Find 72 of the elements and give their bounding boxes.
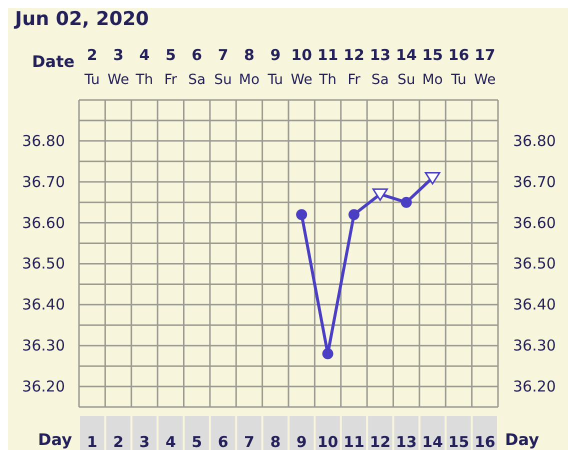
y2-tick-label: 36.80: [513, 132, 556, 150]
x2-tick-label: 4: [139, 46, 150, 64]
x2-tick-label: 6: [192, 46, 202, 64]
y-tick-label: 36.50: [22, 254, 65, 273]
text: Sa: [371, 72, 389, 88]
x2-tick-label: 15: [422, 46, 443, 64]
x-tick-label: 11: [344, 433, 364, 450]
x-tick-label: 5: [192, 433, 202, 450]
text: Th: [318, 72, 336, 88]
text: Th: [134, 72, 154, 88]
x-tick-label: 12: [370, 433, 391, 450]
text: Sa: [188, 72, 206, 88]
x2-tick-label: 3: [113, 46, 124, 64]
x-tick-label: 10: [317, 433, 338, 450]
text: Fr: [348, 72, 361, 88]
x2-tick-label: 8: [244, 46, 254, 64]
text: Tu: [450, 72, 466, 88]
y-tick-label: 36.20: [22, 378, 65, 396]
text: We: [474, 72, 496, 88]
x-tick-label: 16: [474, 433, 496, 450]
text: Day: [505, 430, 540, 449]
text: Tu: [83, 72, 100, 88]
chart-title: Jun 02, 2020: [15, 8, 149, 30]
y-tick-label: 36.80: [22, 132, 65, 150]
y2-tick-label: 36.70: [513, 172, 556, 191]
x2-tick-label: 17: [474, 46, 496, 64]
x2-tick-label: 11: [317, 46, 338, 64]
x-tick-label: 1: [86, 433, 98, 450]
text: Su: [214, 72, 232, 88]
x2-tick-label: 16: [448, 46, 470, 64]
y2-tick-label: 36.60: [513, 214, 556, 232]
x-tick-label: 6: [218, 433, 228, 450]
x-tick-label: 4: [165, 433, 176, 450]
x-tick-label: 3: [139, 433, 150, 450]
point: [400, 196, 412, 208]
text: Mo: [238, 72, 260, 88]
x-axis-title: Day: [38, 430, 72, 449]
y-tick-label: 36.70: [22, 172, 65, 191]
text: Fr: [164, 72, 178, 88]
y-tick-label: 36.40: [22, 296, 65, 314]
point: [296, 209, 308, 220]
x2-tick-label: 9: [270, 46, 281, 64]
x-tick-label: 7: [244, 433, 254, 450]
y-tick-label: 36.30: [22, 336, 65, 355]
x2-tick-label: 2: [86, 46, 98, 64]
y2-tick-label: 36.50: [513, 254, 556, 273]
x2-tick-label: 7: [218, 46, 228, 64]
point: [322, 348, 334, 360]
text: Tu: [266, 72, 284, 88]
y2-tick-label: 36.30: [513, 336, 556, 355]
x2-tick-label: 5: [165, 46, 176, 64]
x-tick-label: 13: [396, 433, 417, 450]
text: Mo: [422, 72, 443, 88]
x2-tick-label: 13: [370, 46, 391, 64]
y-tick-label: 36.60: [22, 214, 65, 232]
x2-tick-label: 14: [396, 46, 417, 64]
y2-tick-label: 36.40: [513, 296, 556, 314]
x2-tick-label: 10: [291, 46, 312, 64]
x-tick-label: 2: [113, 433, 124, 450]
x2-tick-label: 12: [344, 46, 364, 64]
y2-tick-label: 36.20: [513, 378, 556, 396]
x-tick-label: 8: [270, 433, 281, 450]
point: [424, 172, 440, 185]
x-tick-label: 14: [422, 433, 443, 450]
x-tick-label: 15: [448, 433, 470, 450]
text: Su: [397, 72, 416, 88]
x2-axis-title: Date: [32, 52, 75, 71]
text: We: [107, 72, 130, 88]
point: [348, 209, 360, 220]
point: [372, 188, 388, 201]
text: We: [290, 72, 312, 88]
x-tick-label: 9: [296, 433, 307, 450]
